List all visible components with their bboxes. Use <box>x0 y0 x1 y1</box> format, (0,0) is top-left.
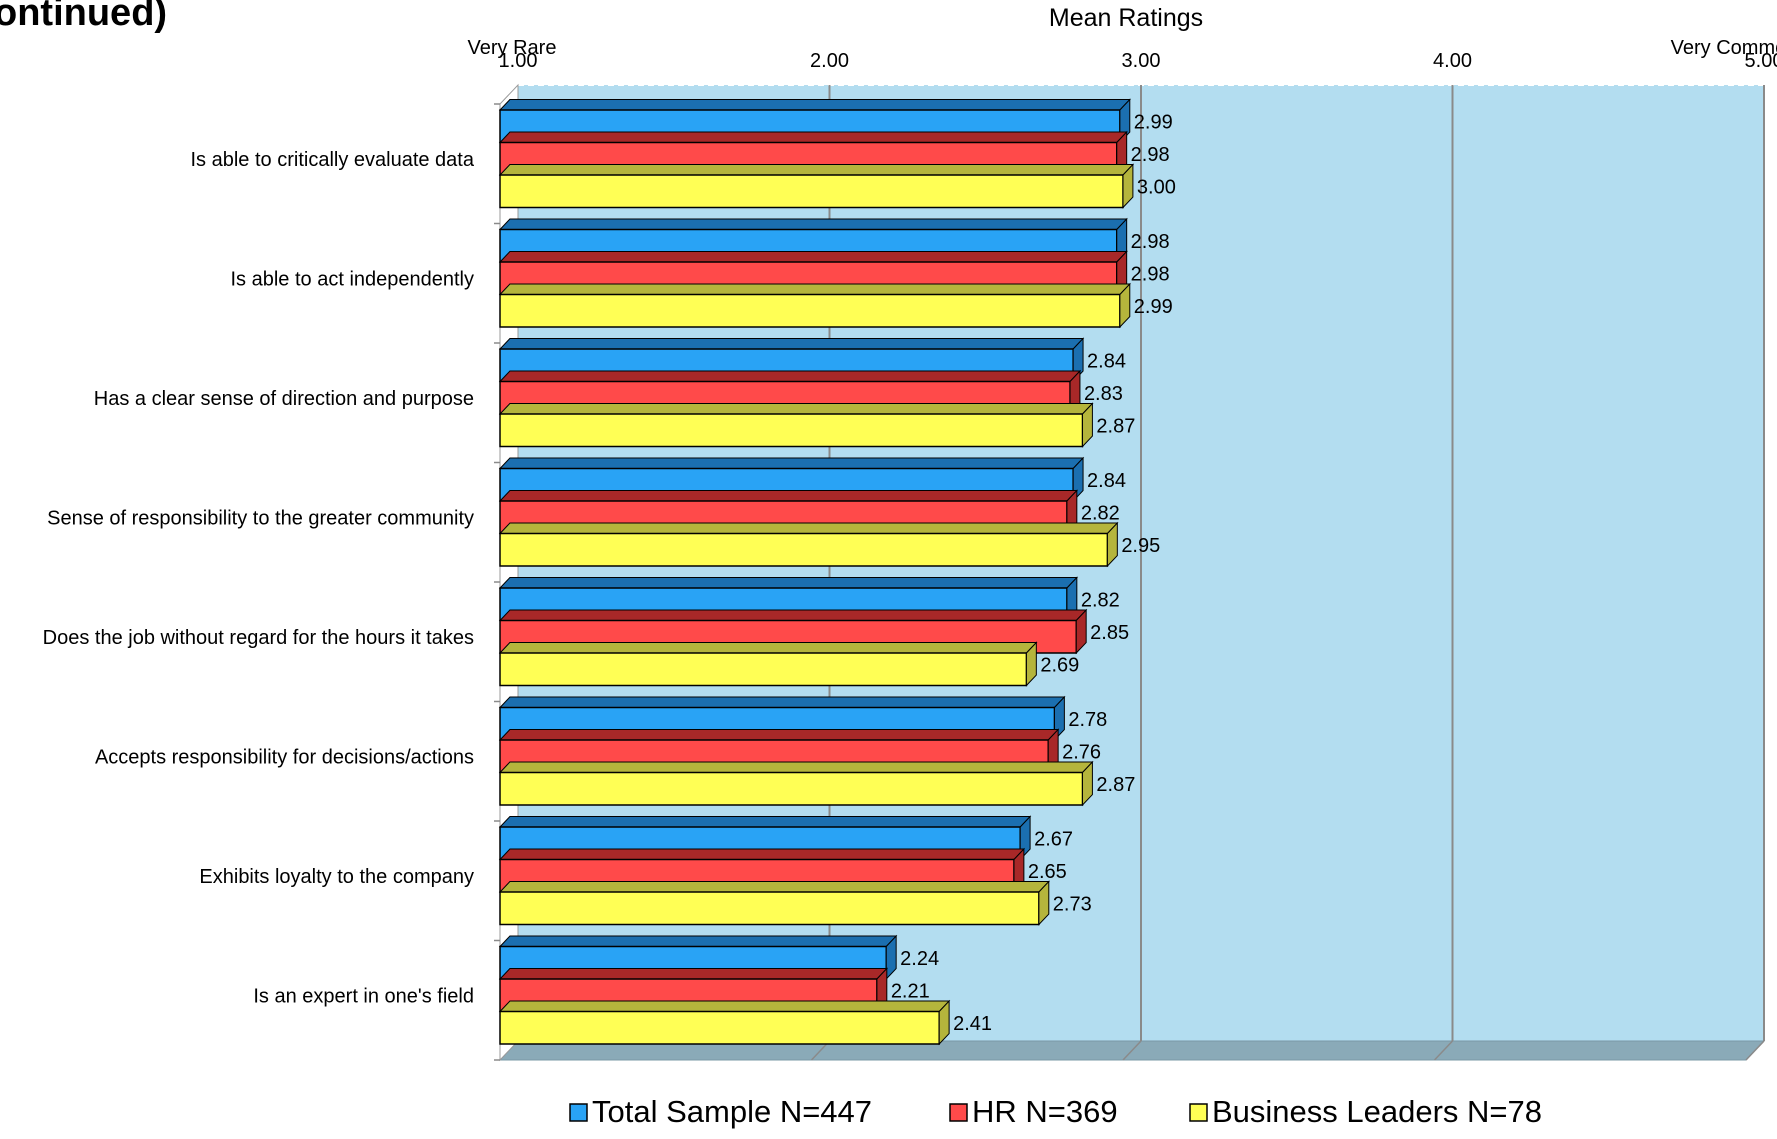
bar-end-face <box>938 999 950 1046</box>
category-label: Sense of responsibility to the greater c… <box>47 507 474 529</box>
legend-label: Business Leaders N=78 <box>1212 1094 1542 1129</box>
x-axis-title: Mean Ratings <box>1049 4 1203 32</box>
data-label: 2.82 <box>1081 589 1120 611</box>
data-label: 2.67 <box>1034 828 1073 850</box>
category-label: Does the job without regard for the hour… <box>43 627 474 649</box>
bar-top-face <box>498 881 1050 893</box>
category-label: Is able to critically evaluate data <box>191 149 475 171</box>
data-label: 2.99 <box>1134 111 1173 133</box>
bar-top-face <box>498 1000 951 1012</box>
bar-end-face <box>1119 282 1131 329</box>
category-label: Exhibits loyalty to the company <box>199 866 474 888</box>
bar-top-face <box>498 218 1128 230</box>
data-label: 2.41 <box>953 1013 992 1035</box>
bar-end-face <box>1082 402 1093 448</box>
data-label: 2.98 <box>1131 144 1170 166</box>
data-label: 2.69 <box>1040 654 1079 676</box>
x-tick-label: 3.00 <box>1122 50 1161 72</box>
page-header-fragment: ontinued) <box>0 0 168 34</box>
bar-top-face <box>498 696 1066 708</box>
bar-top-face <box>498 403 1094 415</box>
data-label: 2.73 <box>1053 893 1092 915</box>
data-label: 2.65 <box>1028 861 1067 883</box>
bar <box>499 771 1084 806</box>
bar-top-face <box>498 816 1032 828</box>
data-label: 2.95 <box>1121 535 1160 557</box>
category-label: Has a clear sense of direction and purpo… <box>94 388 474 410</box>
category-label: Is able to act independently <box>230 268 474 290</box>
bar-end-face <box>1038 880 1050 926</box>
bar-top-face <box>498 457 1085 469</box>
category-label: Is an expert in one's field <box>253 985 474 1007</box>
bar-top-face <box>498 283 1131 295</box>
scale-right-label: Very Common <box>1671 37 1777 59</box>
x-tick-label: 4.00 <box>1433 50 1472 72</box>
bar-top-face <box>498 968 888 980</box>
legend-label: Total Sample N=447 <box>592 1094 872 1129</box>
bar-top-face <box>498 609 1088 621</box>
data-label: 2.21 <box>891 980 930 1002</box>
bar-top-face <box>498 642 1038 654</box>
bar <box>499 174 1124 209</box>
bar-top-face <box>498 251 1128 263</box>
bar-top-face <box>498 761 1094 773</box>
bar-end-face <box>1106 521 1118 568</box>
bar-top-face <box>498 577 1078 589</box>
x-tick-label: 1.00 <box>499 50 538 72</box>
bar <box>499 293 1121 328</box>
legend-label: HR N=369 <box>972 1094 1118 1129</box>
data-label: 2.84 <box>1087 470 1126 492</box>
bar-top-face <box>498 99 1131 111</box>
scale-left-label: Very Rare <box>468 37 557 59</box>
data-label: 2.99 <box>1134 296 1173 318</box>
data-label: 2.82 <box>1081 502 1120 524</box>
bar-top-face <box>498 164 1135 176</box>
data-label: 2.85 <box>1090 622 1129 644</box>
data-label: 2.24 <box>900 948 939 970</box>
bar-top-face <box>498 131 1128 143</box>
x-tick-label: 2.00 <box>810 50 849 72</box>
data-label: 2.83 <box>1084 383 1123 405</box>
bar-end-face <box>1082 760 1093 807</box>
legend-swatch <box>1189 1103 1208 1122</box>
bar <box>499 1010 940 1045</box>
data-label: 2.87 <box>1096 774 1135 796</box>
floor-grid-line <box>1745 1040 1765 1061</box>
bar <box>499 413 1084 448</box>
bar <box>499 652 1028 687</box>
data-label: 2.78 <box>1068 709 1107 731</box>
bar <box>499 891 1040 926</box>
data-label: 2.98 <box>1131 231 1170 253</box>
data-label: 2.76 <box>1062 741 1101 763</box>
legend-swatch <box>569 1103 588 1122</box>
bar-top-face <box>498 490 1078 502</box>
bar-top-face <box>498 370 1082 382</box>
bar <box>499 532 1109 567</box>
data-label: 2.84 <box>1087 350 1126 372</box>
bar-end-face <box>1122 163 1134 209</box>
bar-top-face <box>498 338 1085 350</box>
bar-end-face <box>1025 641 1037 687</box>
floor-grid-line <box>1122 1040 1142 1061</box>
category-label: Accepts responsibility for decisions/act… <box>95 746 474 768</box>
x-tick-label: 5.00 <box>1745 50 1777 72</box>
bar-top-face <box>498 848 1026 860</box>
floor-grid-line <box>1433 1040 1454 1061</box>
data-label: 2.87 <box>1096 415 1135 437</box>
legend-swatch <box>949 1103 968 1122</box>
bar-top-face <box>498 522 1119 534</box>
data-label: 3.00 <box>1137 176 1176 198</box>
bar-end-face <box>1075 608 1087 655</box>
bar-top-face <box>498 935 898 947</box>
data-label: 2.98 <box>1131 263 1170 285</box>
bar-top-face <box>498 729 1060 741</box>
